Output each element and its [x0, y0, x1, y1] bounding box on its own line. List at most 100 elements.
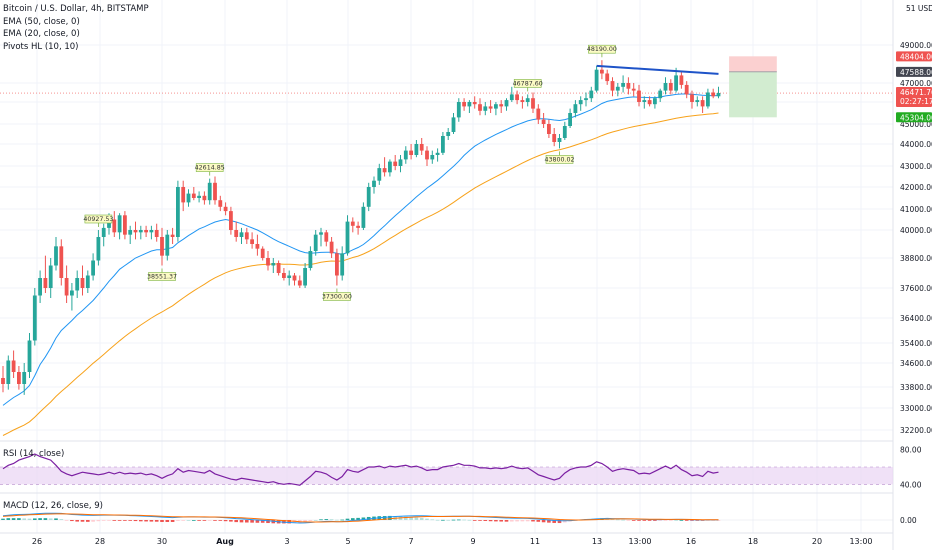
- candle: [117, 213, 122, 240]
- ema50-legend[interactable]: EMA (50, close, 0): [3, 16, 80, 27]
- pivot-box: [148, 272, 176, 281]
- candle-body: [191, 193, 196, 198]
- macd-histogram-bar: [75, 520, 79, 522]
- candle-body: [584, 98, 588, 101]
- candle: [520, 96, 525, 109]
- price-axis[interactable]: 51 USD49000.0047000.0046000.0045000.0044…: [900, 4, 932, 525]
- candle: [154, 223, 159, 242]
- macd-histogram-bar: [313, 520, 318, 521]
- candle: [483, 102, 488, 116]
- candle: [266, 251, 270, 271]
- candle: [393, 155, 398, 171]
- time-tick-label: 26: [32, 537, 42, 546]
- macd-histogram-bar: [488, 520, 493, 522]
- candle-body: [85, 275, 90, 288]
- candle: [128, 225, 133, 244]
- candle: [552, 128, 557, 147]
- macd-histogram-bar: [642, 520, 647, 521]
- candle-body: [213, 182, 217, 201]
- candle: [6, 355, 11, 390]
- candle: [631, 83, 636, 97]
- pivot-value: 37300.00: [322, 294, 352, 301]
- candle-body: [589, 90, 594, 99]
- macd-histogram-bar: [38, 518, 42, 520]
- candle: [287, 270, 292, 286]
- pivots-legend[interactable]: Pivots HL (10, 10): [3, 41, 79, 52]
- candle: [255, 234, 260, 256]
- candle-body: [17, 372, 21, 384]
- macd-histogram-bar: [6, 518, 11, 520]
- candle: [403, 146, 408, 164]
- pivot-box: [84, 214, 113, 224]
- stop-loss-zone: [729, 56, 777, 72]
- pivot-box: [323, 292, 351, 301]
- price-tick-label: 40000.00: [900, 226, 932, 235]
- candle: [244, 227, 249, 244]
- candle: [372, 176, 376, 194]
- macd-histogram-bar: [64, 520, 69, 521]
- macd-histogram-bar: [679, 519, 684, 521]
- candle: [382, 157, 387, 177]
- candle-body: [319, 232, 323, 235]
- price-tick-label: 49000.00: [900, 41, 932, 50]
- pivot-box: [545, 155, 574, 164]
- candle: [80, 265, 85, 296]
- ema-lines: [2, 93, 719, 436]
- candle: [202, 191, 207, 205]
- candle-body: [451, 117, 456, 132]
- candle-body: [250, 239, 254, 244]
- price-tags: 48404.00 47588.00 46471.7602:27:17 45304.00: [896, 51, 932, 123]
- macd-histogram-bar: [451, 519, 456, 521]
- price-tick-label: 37600.00: [900, 284, 932, 293]
- candle-body: [425, 150, 429, 160]
- ema50-line: [2, 112, 719, 436]
- candle-body: [165, 234, 170, 256]
- macd-histogram-bar: [48, 518, 53, 520]
- macd-legend[interactable]: MACD (12, 26, close, 9): [3, 501, 103, 511]
- candle-body: [48, 265, 53, 288]
- candle-body: [266, 258, 270, 266]
- pivot-value: 38551.37: [147, 274, 177, 281]
- candle: [568, 108, 572, 128]
- candle: [22, 363, 27, 395]
- macd-histogram-bar: [345, 518, 350, 520]
- symbol-title[interactable]: Bitcoin / U.S. Dollar, 4h, BITSTAMP: [3, 4, 149, 14]
- candle-body: [626, 83, 631, 89]
- candle-body: [202, 195, 207, 201]
- candle-body: [663, 83, 668, 91]
- candle-body: [340, 253, 345, 276]
- time-tick-label: 18: [748, 537, 758, 546]
- rsi-legend[interactable]: RSI (14, close): [3, 449, 65, 459]
- macd-histogram-bar: [525, 520, 530, 522]
- rsi-pane: [0, 453, 893, 486]
- candle-body: [610, 81, 615, 91]
- macd-histogram-bar: [27, 518, 32, 520]
- time-axis[interactable]: 26 28 30 Aug 3 5 7 9 11 13 13:00 16 18 20 13:00: [32, 537, 873, 546]
- time-tick-label: 13: [592, 537, 602, 546]
- position-tool[interactable]: [729, 56, 777, 118]
- candle: [213, 176, 217, 205]
- candle-body: [547, 124, 551, 134]
- trendline-drawing[interactable]: [596, 64, 719, 75]
- candle-body: [446, 132, 451, 136]
- candle-body: [350, 221, 355, 226]
- ema20-legend[interactable]: EMA (20, close, 0): [3, 29, 80, 40]
- macd-histogram-bar: [329, 519, 334, 521]
- macd-histogram-bar: [123, 520, 127, 521]
- candle: [335, 248, 339, 286]
- candle: [504, 98, 509, 111]
- macd-histogram-bar: [229, 520, 233, 522]
- candle-body: [128, 230, 133, 235]
- candle-body: [297, 280, 302, 286]
- candle: [101, 223, 106, 247]
- macd-histogram-bar: [478, 520, 482, 521]
- pivot-value: 40927.53: [83, 216, 113, 223]
- pivot-high-label: 42614.85: [195, 163, 225, 176]
- candle: [679, 71, 684, 89]
- candle: [165, 230, 170, 261]
- rsi-band: [0, 467, 893, 485]
- macd-histogram-bar: [653, 520, 657, 521]
- macd-histogram-bar: [409, 517, 413, 520]
- signal-line: [2, 513, 719, 523]
